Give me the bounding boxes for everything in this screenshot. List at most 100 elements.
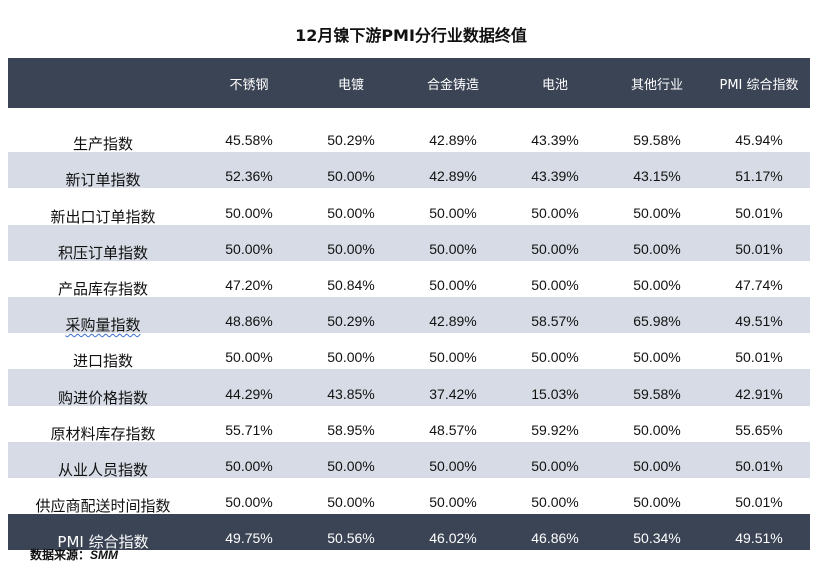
table-cell: 42.89% — [429, 132, 477, 149]
total-row: PMI 综合指数 49.75% 50.56% 46.02% 46.86% 50.34% 49… — [8, 514, 810, 552]
table-cell: 50.00% — [225, 457, 273, 474]
table-cell: 42.89% — [429, 168, 477, 185]
row-label: 供应商配送时间指数 — [8, 478, 198, 516]
column-header: PMI 综合指数 — [719, 77, 799, 93]
table-cell: 50.00% — [531, 276, 579, 293]
column-header: 不锈钢 — [229, 77, 269, 93]
pmi-table: 不锈钢 电镀 合金铸造 电池 其他行业 PMI 综合指数 生产指数 45.58% 5… — [8, 58, 810, 552]
table-cell: 50.84% — [327, 276, 375, 293]
table-cell: 48.86% — [225, 313, 273, 330]
table-cell: 50.00% — [429, 494, 477, 511]
table-cell: 52.36% — [225, 168, 273, 185]
table-cell: 50.00% — [327, 204, 375, 221]
row-label-text: 供应商配送时间指数 — [35, 497, 171, 516]
row-label: 积压订单指数 — [8, 225, 198, 262]
table-cell: 50.00% — [327, 494, 375, 511]
table-cell: 47.74% — [735, 276, 783, 293]
table-cell: 58.57% — [531, 313, 579, 330]
table-cell: 50.00% — [429, 204, 477, 221]
table-cell: 50.00% — [531, 457, 579, 474]
table-cell: 51.17% — [735, 168, 783, 185]
table-row: 进口指数 50.00% 50.00% 50.00% 50.00% 50.00% 50.01% — [8, 333, 810, 371]
table-cell: 50.00% — [531, 240, 579, 257]
row-label-text: 积压订单指数 — [57, 243, 148, 262]
column-header: 其他行业 — [630, 77, 683, 93]
page-title: 12月镍下游PMI分行业数据终值 — [295, 26, 527, 45]
row-label-text: 产品库存指数 — [57, 279, 148, 298]
table-cell: 50.00% — [327, 457, 375, 474]
table-row: 从业人员指数 50.00% 50.00% 50.00% 50.00% 50.00% 50.0… — [8, 441, 810, 479]
table-row: 原材料库存指数 55.71% 58.95% 48.57% 59.92% 50.00% 55.… — [8, 406, 810, 443]
column-header: 电池 — [541, 77, 568, 93]
table-cell: 37.42% — [429, 385, 477, 402]
table-cell: 49.75% — [225, 530, 273, 547]
table-row: 新订单指数 52.36% 50.00% 42.89% 43.39% 43.15% 51.17… — [8, 152, 810, 189]
table-cell: 49.51% — [735, 313, 783, 330]
table-cell: 43.39% — [531, 168, 579, 185]
table-cell: 50.00% — [429, 457, 477, 474]
table-cell: 50.00% — [531, 494, 579, 511]
table-cell: 50.01% — [735, 204, 783, 221]
row-label-text: 原材料库存指数 — [50, 424, 156, 443]
column-header: 电镀 — [337, 77, 364, 93]
table-cell: 50.00% — [225, 494, 273, 511]
table-row: 供应商配送时间指数 50.00% 50.00% 50.00% 50.00% 50.00% 5… — [8, 478, 810, 516]
row-label-text: 生产指数 — [72, 135, 133, 154]
column-header — [8, 58, 198, 108]
table-cell: 55.65% — [735, 421, 783, 438]
table-cell: 50.00% — [633, 494, 681, 511]
table-cell: 43.39% — [531, 132, 579, 149]
table-cell: 46.02% — [429, 530, 477, 547]
table-cell: 50.00% — [429, 240, 477, 257]
table-cell: 50.01% — [735, 349, 783, 366]
table-cell: 55.71% — [225, 421, 273, 438]
row-label-text: PMI 综合指数 — [57, 533, 149, 552]
table-body: 生产指数 45.58% 50.29% 42.89% 43.39% 59.58% 45.94%… — [8, 108, 810, 552]
table-cell: 49.51% — [735, 530, 783, 547]
row-label-text: 新出口订单指数 — [50, 207, 156, 226]
row-label-text: 进口指数 — [72, 352, 133, 371]
table-cell: 50.29% — [327, 132, 375, 149]
data-source: 数据来源：SMM — [30, 546, 118, 563]
table-cell: 50.00% — [429, 349, 477, 366]
table-cell: 50.00% — [633, 204, 681, 221]
table-cell: 50.00% — [225, 204, 273, 221]
table-row: 积压订单指数 50.00% 50.00% 50.00% 50.00% 50.00% 50.0… — [8, 224, 810, 262]
table-cell: 50.29% — [327, 313, 375, 330]
table-cell: 43.85% — [327, 385, 375, 402]
table-cell: 59.92% — [531, 421, 579, 438]
table-cell: 42.91% — [735, 385, 783, 402]
row-label-text: 采购量指数 — [65, 316, 141, 335]
table-cell: 50.00% — [633, 457, 681, 474]
table-cell: 44.29% — [225, 385, 273, 402]
table-cell: 47.20% — [225, 276, 273, 293]
row-label: 进口指数 — [8, 333, 198, 371]
table-cell: 50.00% — [327, 168, 375, 185]
table-cell: 50.00% — [633, 421, 681, 438]
table-header-row: 不锈钢 电镀 合金铸造 电池 其他行业 PMI 综合指数 — [8, 58, 810, 108]
row-label: 生产指数 — [8, 116, 198, 154]
table-row: 生产指数 45.58% 50.29% 42.89% 43.39% 59.58% 45.94% — [8, 116, 810, 154]
row-label: 产品库存指数 — [8, 261, 198, 298]
table-cell: 50.00% — [531, 204, 579, 221]
table-cell: 50.00% — [225, 240, 273, 257]
table-cell: 50.00% — [429, 276, 477, 293]
table-cell: 50.01% — [735, 240, 783, 257]
table-cell: 50.00% — [225, 349, 273, 366]
table-cell: 50.00% — [633, 349, 681, 366]
table-cell: 50.00% — [327, 240, 375, 257]
row-label: 新出口订单指数 — [8, 188, 198, 226]
spacer-row — [8, 108, 810, 116]
table-cell: 50.56% — [327, 530, 375, 547]
table-cell: 50.01% — [735, 494, 783, 511]
row-label: 新订单指数 — [8, 152, 198, 189]
table-cell: 50.00% — [531, 349, 579, 366]
table-cell: 59.58% — [633, 385, 681, 402]
table-cell: 50.00% — [327, 349, 375, 366]
table-cell: 65.98% — [633, 313, 681, 330]
table-row: 购进价格指数 44.29% 43.85% 37.42% 15.03% 59.58% 42.9… — [8, 369, 810, 407]
table-cell: 45.94% — [735, 132, 783, 149]
table-cell: 50.00% — [633, 276, 681, 293]
table-cell: 43.15% — [633, 168, 681, 185]
row-label: PMI 综合指数 — [8, 514, 198, 552]
